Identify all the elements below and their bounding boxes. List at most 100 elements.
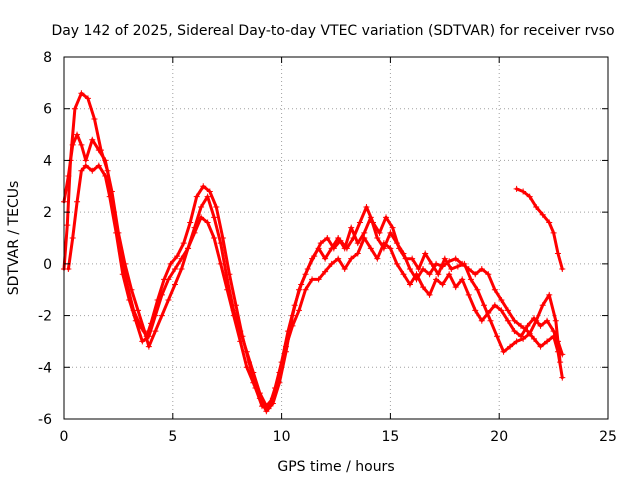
data-point	[504, 317, 511, 324]
data-point	[128, 286, 135, 293]
data-point	[198, 214, 205, 221]
data-point	[95, 162, 102, 169]
data-point	[158, 291, 165, 298]
data-point	[531, 335, 538, 342]
data-point	[465, 291, 472, 298]
data-point	[145, 333, 152, 340]
data-point	[441, 255, 448, 262]
data-point	[526, 193, 533, 200]
data-point	[478, 266, 485, 273]
data-point	[406, 266, 413, 273]
data-point	[185, 245, 192, 252]
x-tick-label: 15	[381, 429, 399, 445]
data-point	[211, 235, 218, 241]
data-point	[180, 240, 187, 247]
data-point	[211, 214, 218, 221]
data-point	[126, 297, 133, 304]
data-point	[550, 328, 557, 335]
data-point	[485, 309, 492, 316]
data-point	[459, 276, 466, 283]
data-point	[178, 255, 185, 262]
data-point	[113, 229, 120, 236]
data-point	[498, 307, 505, 314]
data-point	[102, 157, 109, 164]
data-point	[550, 229, 557, 236]
data-point	[465, 266, 472, 273]
x-tick-label: 10	[273, 429, 291, 445]
data-point	[559, 351, 566, 358]
data-point	[367, 245, 374, 252]
data-point	[121, 260, 128, 267]
data-point	[282, 348, 289, 355]
data-point	[158, 312, 165, 319]
data-point	[82, 162, 89, 169]
data-point	[95, 147, 102, 154]
series-trace	[66, 164, 564, 413]
data-point	[296, 307, 303, 314]
y-tick-label: 2	[43, 205, 52, 221]
data-point	[206, 188, 213, 195]
x-axis-label: GPS time / hours	[277, 459, 394, 475]
series-track-1	[61, 90, 564, 412]
data-point	[472, 271, 479, 278]
data-point	[132, 317, 139, 324]
y-tick-label: -2	[38, 309, 52, 325]
data-point	[413, 276, 420, 283]
data-point	[193, 193, 200, 200]
data-point	[524, 328, 531, 335]
data-point	[217, 260, 224, 267]
data-point	[448, 266, 455, 273]
data-point	[383, 214, 390, 221]
data-point	[315, 245, 322, 252]
data-point	[243, 364, 250, 371]
data-point	[74, 198, 81, 205]
data-point	[504, 307, 511, 314]
data-point	[400, 250, 407, 257]
data-point	[459, 260, 466, 267]
data-point	[167, 260, 174, 267]
data-point	[554, 250, 561, 257]
data-point	[187, 219, 194, 226]
data-point	[106, 193, 113, 200]
data-point	[89, 136, 96, 143]
data-point	[217, 240, 224, 247]
data-point	[139, 338, 146, 345]
data-point	[507, 343, 514, 350]
data-point	[494, 333, 501, 340]
data-point	[84, 95, 91, 102]
data-point	[387, 229, 394, 236]
data-point	[487, 317, 494, 324]
data-point	[474, 286, 481, 293]
data-point	[250, 369, 257, 376]
data-point	[237, 338, 244, 345]
y-tick-label: 0	[43, 257, 52, 273]
data-point	[511, 328, 518, 335]
data-point	[513, 185, 520, 192]
data-point	[387, 245, 394, 252]
data-point	[439, 281, 446, 288]
data-point	[341, 245, 348, 252]
data-point	[531, 315, 538, 322]
data-point	[213, 203, 220, 210]
data-point	[64, 222, 71, 229]
data-point	[524, 322, 531, 329]
data-point	[446, 258, 453, 265]
data-point	[513, 338, 520, 345]
y-tick-label: -6	[38, 412, 52, 428]
data-point	[491, 286, 498, 293]
data-point	[361, 229, 368, 236]
data-point	[517, 322, 524, 329]
data-point	[165, 276, 172, 283]
data-point	[89, 167, 96, 174]
data-point	[356, 219, 363, 226]
data-point	[178, 266, 185, 273]
data-point	[374, 255, 381, 262]
data-point	[420, 266, 427, 273]
data-point	[224, 286, 231, 293]
data-point	[165, 297, 172, 304]
data-point	[544, 317, 551, 324]
data-point	[446, 271, 453, 278]
data-point	[500, 348, 507, 355]
series-trace	[515, 187, 564, 271]
